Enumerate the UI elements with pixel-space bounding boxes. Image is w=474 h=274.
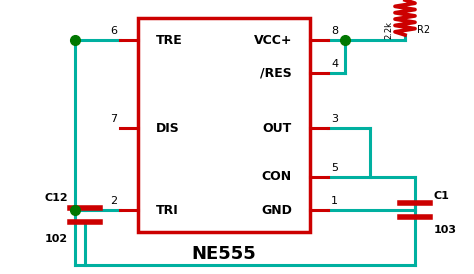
Text: VCC+: VCC+	[254, 33, 292, 47]
Bar	[138, 18, 310, 232]
Text: GND: GND	[261, 204, 292, 216]
Text: DIS: DIS	[156, 121, 180, 135]
Text: TRE: TRE	[156, 33, 183, 47]
Text: 103: 103	[434, 225, 457, 235]
Text: NE555: NE555	[191, 245, 256, 263]
Text: 2: 2	[110, 196, 117, 206]
Text: C12: C12	[45, 193, 68, 203]
Text: 4: 4	[331, 59, 338, 69]
Text: CON: CON	[262, 170, 292, 184]
Text: 3: 3	[331, 114, 338, 124]
Text: OUT: OUT	[263, 121, 292, 135]
Text: 102: 102	[45, 234, 68, 244]
Text: 1: 1	[331, 196, 338, 206]
Text: 7: 7	[110, 114, 117, 124]
Text: C1: C1	[434, 191, 450, 201]
Text: 6: 6	[110, 26, 117, 36]
Text: R2: R2	[417, 25, 430, 35]
Text: 8: 8	[331, 26, 338, 36]
Text: 5: 5	[331, 163, 338, 173]
Text: /RES: /RES	[260, 67, 292, 79]
Text: TRI: TRI	[156, 204, 179, 216]
Text: 2.2k: 2.2k	[384, 21, 393, 39]
